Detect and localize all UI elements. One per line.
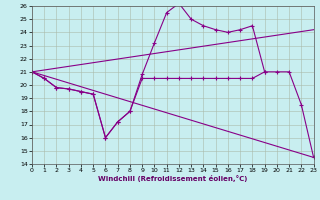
X-axis label: Windchill (Refroidissement éolien,°C): Windchill (Refroidissement éolien,°C) (98, 175, 247, 182)
